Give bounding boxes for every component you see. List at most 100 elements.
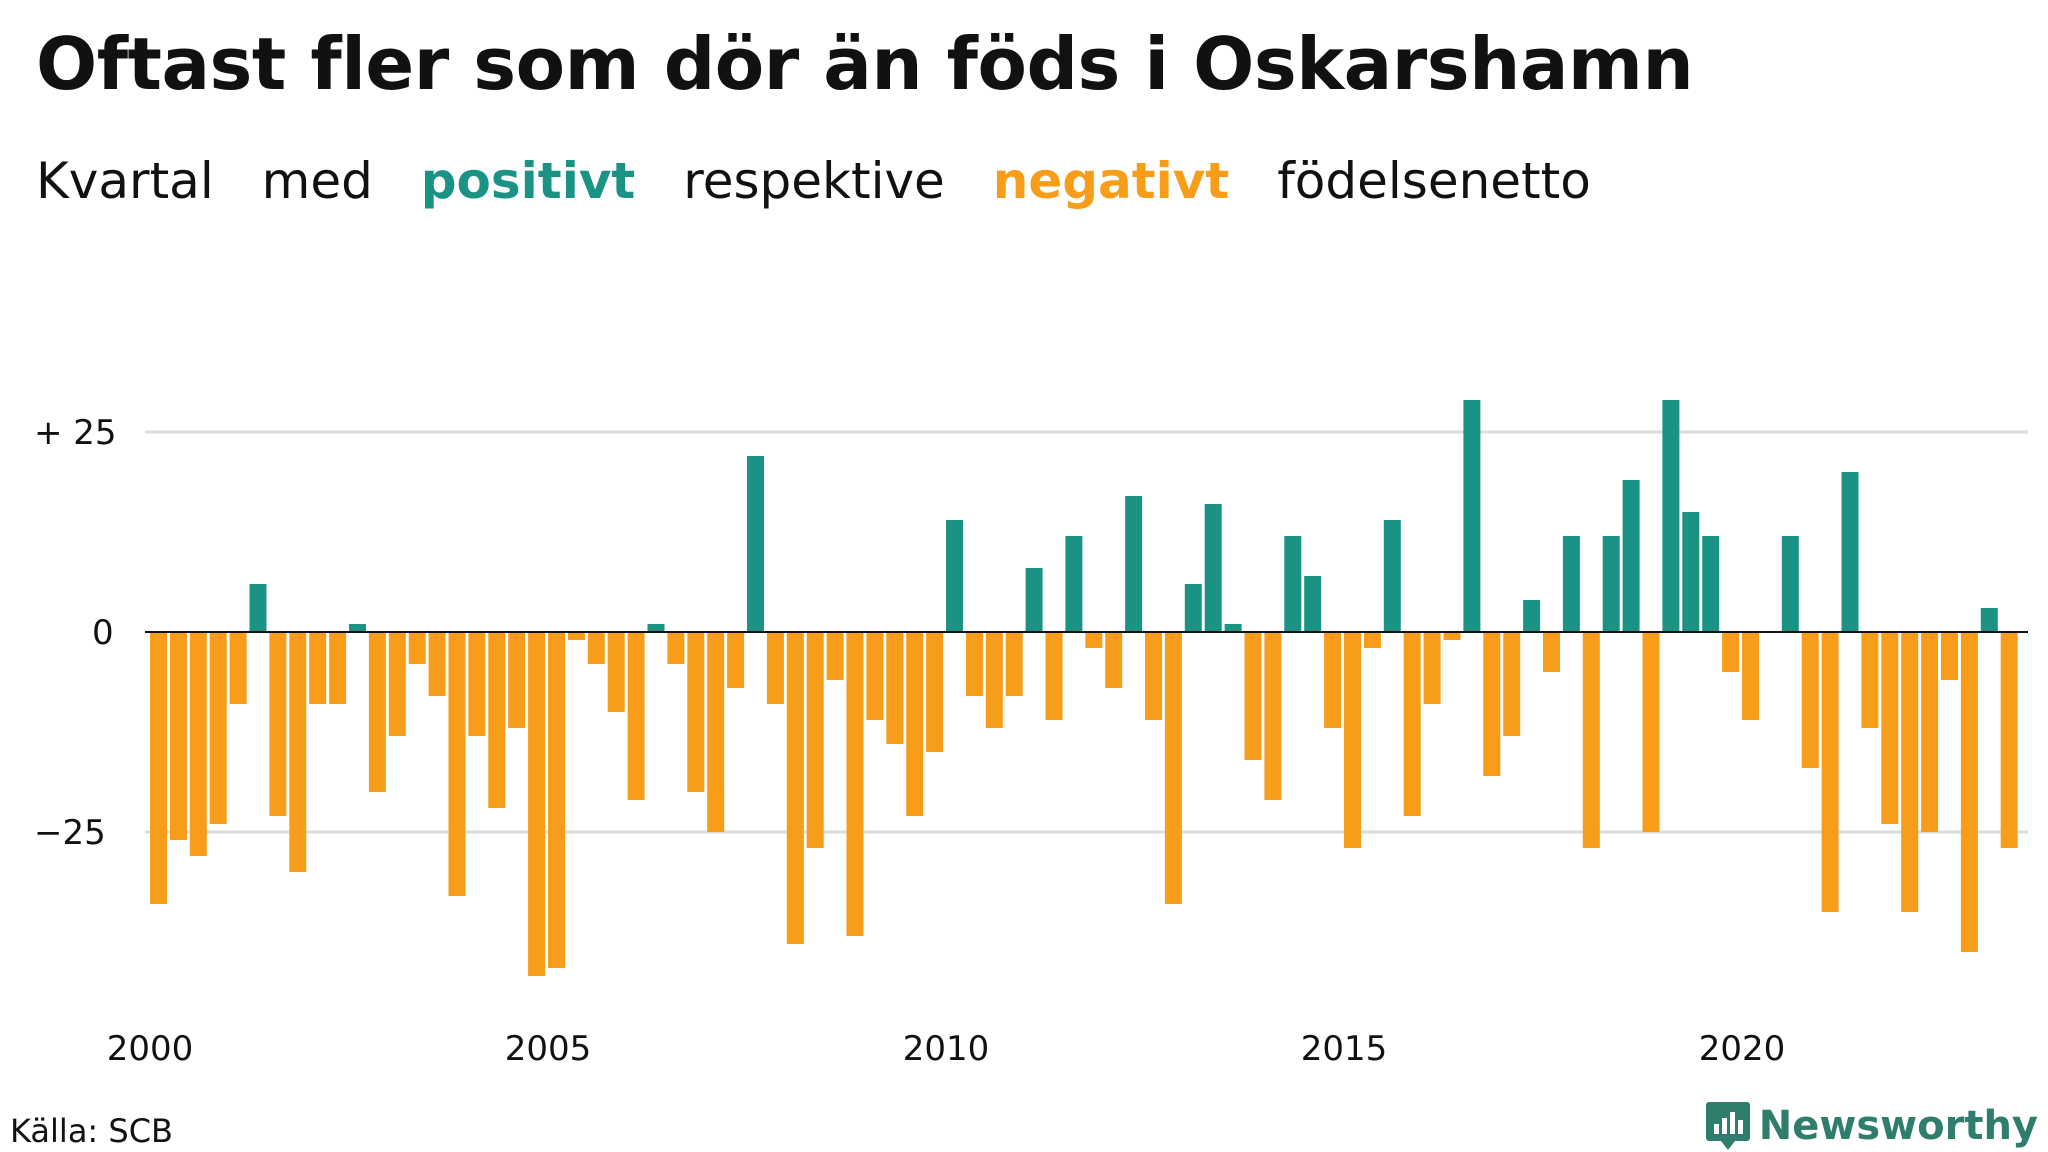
bar	[1383, 520, 1401, 632]
bar	[1921, 632, 1939, 832]
bar	[249, 584, 267, 632]
bar	[1901, 632, 1919, 912]
bar	[1662, 400, 1680, 632]
bar	[587, 632, 605, 664]
bar	[1523, 600, 1541, 632]
bar	[1582, 632, 1600, 848]
bar	[806, 632, 824, 848]
bar	[747, 456, 764, 632]
y-tick-label: −25	[34, 813, 106, 853]
bar	[965, 632, 983, 696]
bar	[886, 632, 904, 744]
bar	[1702, 536, 1720, 632]
bar	[1125, 496, 1143, 632]
bar	[1304, 576, 1322, 632]
bar	[169, 632, 187, 840]
x-tick-label: 2020	[1699, 1029, 1786, 1069]
chart-title: Oftast fler som dör än föds i Oskarshamn	[36, 22, 1694, 106]
bar	[1801, 632, 1819, 768]
bar	[209, 632, 227, 824]
x-tick-label: 2015	[1301, 1029, 1388, 1069]
bar	[946, 520, 963, 632]
newsworthy-logo: Newsworthy	[1705, 1100, 2038, 1152]
bars	[150, 400, 2018, 976]
bar	[2000, 632, 2018, 848]
bar	[1244, 632, 1262, 760]
bar	[1025, 568, 1043, 632]
bar	[309, 632, 327, 704]
subtitle-word-fodelsenetto: födelsenetto	[1277, 152, 1591, 210]
bar	[269, 632, 287, 816]
bar	[667, 632, 685, 664]
newsworthy-logo-icon	[1705, 1102, 1750, 1150]
bar	[1085, 632, 1103, 648]
bar	[1423, 632, 1441, 704]
bar	[926, 632, 944, 752]
axes: + 25 −25 0 2000 2005 2010 2015 2020	[34, 413, 2028, 1069]
bar	[1602, 536, 1620, 632]
bar	[786, 632, 804, 944]
bar	[428, 632, 446, 696]
bar	[1881, 632, 1899, 824]
bar	[1642, 632, 1660, 832]
bar	[349, 624, 366, 632]
bar	[388, 632, 406, 736]
bar	[707, 632, 725, 832]
bar	[448, 632, 466, 896]
bar	[548, 632, 565, 968]
bar	[1622, 480, 1640, 632]
bar	[627, 632, 645, 800]
bar	[727, 632, 745, 688]
bar	[1363, 632, 1381, 648]
bar	[766, 632, 784, 704]
x-tick-label: 2005	[505, 1029, 592, 1069]
bar	[1562, 536, 1580, 632]
y-tick-label: + 25	[34, 413, 117, 453]
bar	[528, 632, 546, 976]
bar	[1184, 584, 1202, 632]
bar	[468, 632, 486, 736]
bar	[488, 632, 506, 808]
bar	[1264, 632, 1282, 800]
bar	[1065, 536, 1083, 632]
bar	[1742, 632, 1759, 720]
bar	[846, 632, 864, 936]
legend-negative: negativt	[992, 152, 1230, 210]
bar	[368, 632, 386, 792]
legend-positive: positivt	[420, 152, 636, 210]
logo-text: Newsworthy	[1758, 1103, 2038, 1149]
bar	[1980, 608, 1998, 632]
bar	[607, 632, 625, 712]
bar	[1543, 632, 1560, 672]
subtitle-word-kvartal: Kvartal	[36, 152, 214, 210]
bar	[1960, 632, 1978, 952]
y-tick-label-zero: 0	[92, 613, 114, 653]
x-tick-label: 2000	[107, 1029, 194, 1069]
bar	[150, 632, 167, 904]
bar	[289, 632, 307, 872]
subtitle-word-respektive: respektive	[683, 152, 945, 210]
bar	[408, 632, 426, 664]
bar	[567, 632, 585, 640]
bar	[866, 632, 884, 720]
bar	[508, 632, 526, 728]
bar	[1403, 632, 1421, 816]
bar	[647, 624, 665, 632]
bar	[1682, 512, 1700, 632]
bar	[1145, 632, 1162, 720]
bar	[1324, 632, 1342, 728]
chart-subtitle: Kvartal med positivt respektive negativt…	[36, 152, 1623, 210]
source-note: Källa: SCB	[10, 1112, 173, 1150]
bar	[906, 632, 924, 816]
bar	[985, 632, 1003, 728]
bar	[1722, 632, 1740, 672]
subtitle-word-med: med	[261, 152, 373, 210]
bar	[1861, 632, 1879, 728]
bar	[1045, 632, 1063, 720]
bar	[1005, 632, 1023, 696]
bar	[189, 632, 207, 856]
bar	[1105, 632, 1123, 688]
bar	[1164, 632, 1182, 904]
bar	[1443, 632, 1461, 640]
